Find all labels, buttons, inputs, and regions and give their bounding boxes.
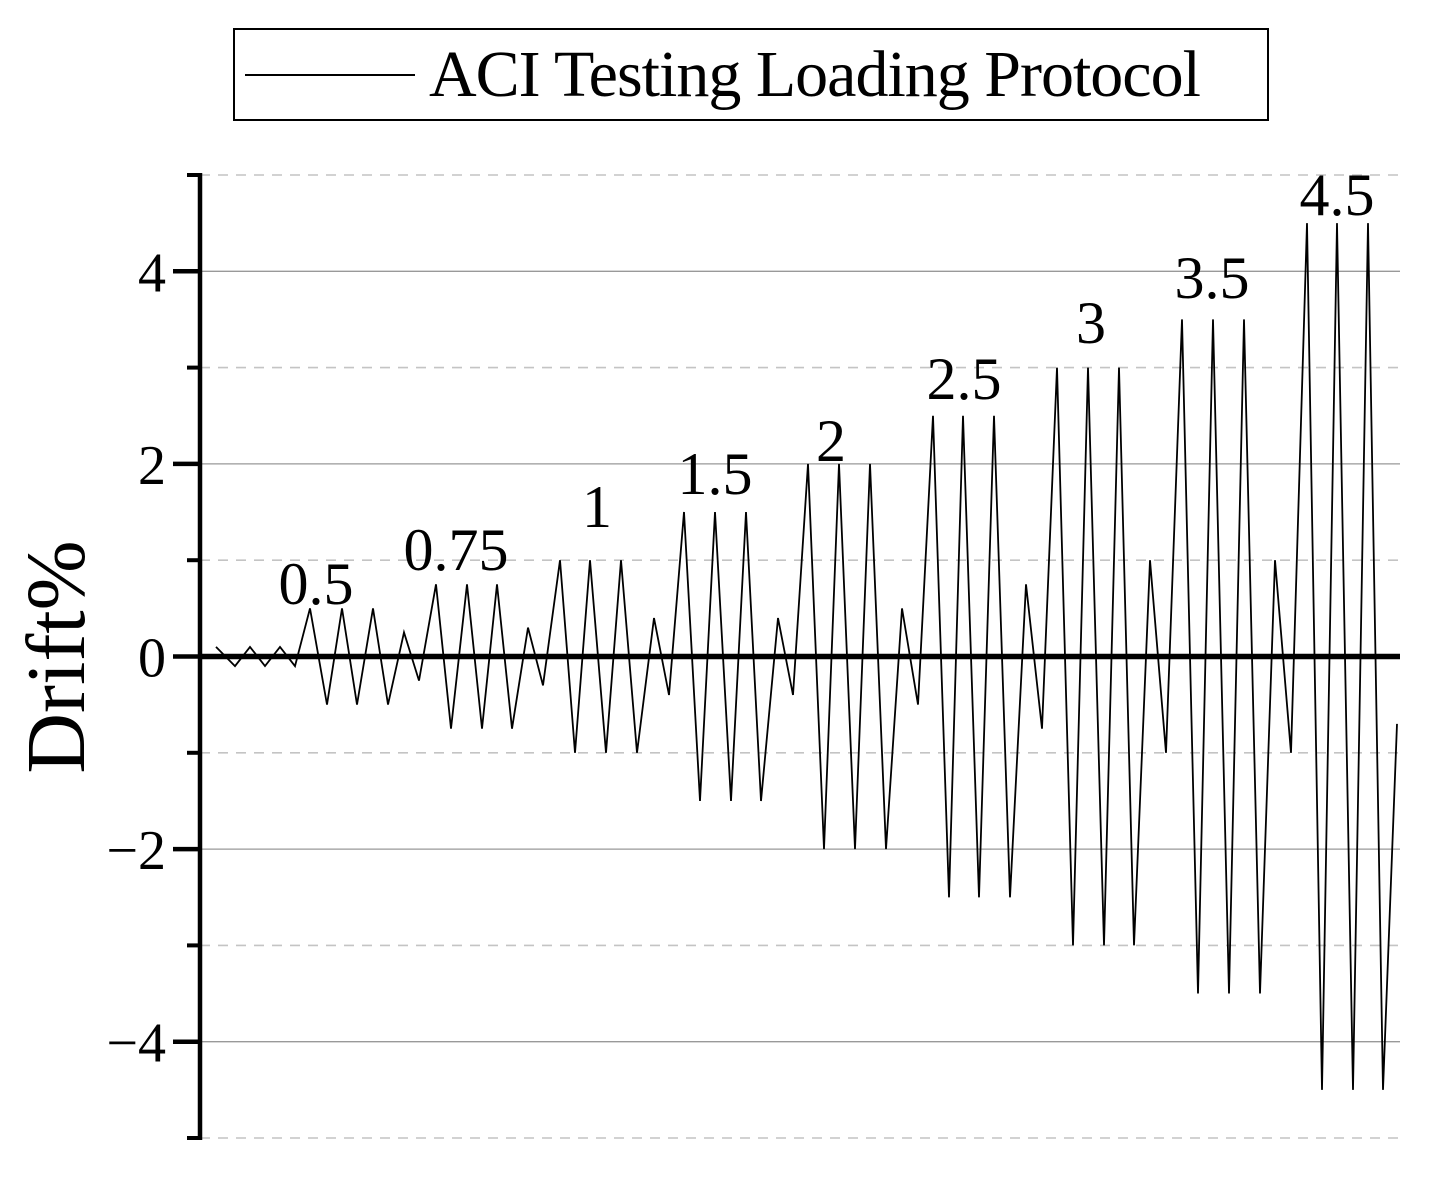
drift-level-annotation: 0.75 [404,517,509,583]
y-tick-label: 0 [138,628,166,690]
y-tick-label: 4 [138,242,166,304]
legend-box: ACI Testing Loading Protocol [233,28,1269,121]
y-tick-label: 2 [138,435,166,497]
drift-waveform-line [215,223,1398,1090]
drift-level-annotation: 4.5 [1300,162,1375,228]
drift-level-annotation: 3 [1076,290,1106,356]
legend-line-sample-icon [245,73,415,76]
drift-level-annotation: 1 [582,474,612,540]
y-tick-label: −2 [106,820,166,882]
legend-label: ACI Testing Loading Protocol [429,37,1201,111]
drift-level-annotation: 2.5 [927,346,1002,412]
drift-level-annotation: 3.5 [1175,245,1250,311]
y-tick-label: −4 [106,1013,166,1075]
drift-level-annotation: 1.5 [678,441,753,507]
y-axis-title: Drift% [10,540,103,774]
drift-level-annotation: 0.5 [279,551,354,617]
drift-level-annotation: 2 [816,408,846,474]
